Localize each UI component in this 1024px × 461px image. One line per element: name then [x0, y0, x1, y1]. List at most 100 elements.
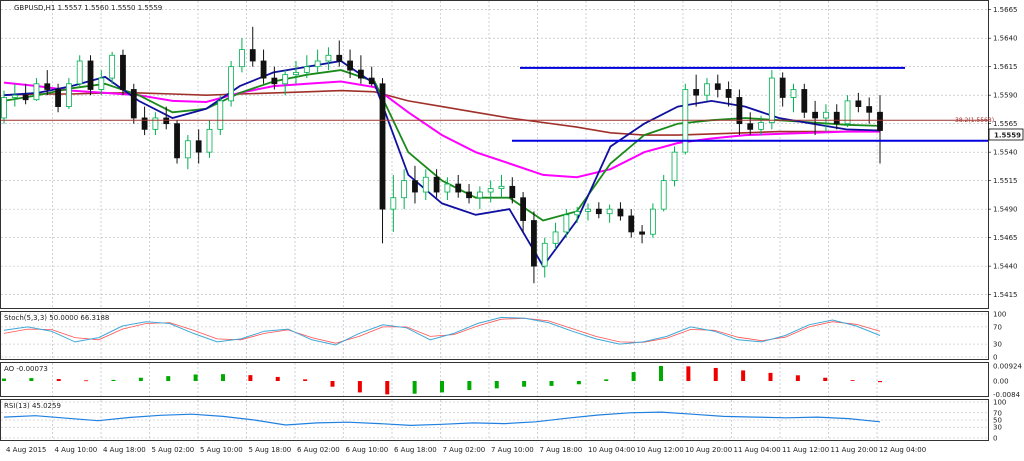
ao-bar [850, 380, 855, 381]
candle-body [1, 97, 7, 119]
time-tick-label: 11 Aug 04:00 [734, 446, 781, 454]
candle-body [357, 69, 364, 79]
ao-bar [193, 374, 198, 381]
time-tick-label: 6 Aug 02:00 [297, 446, 340, 454]
candle-body [476, 191, 483, 199]
price-tick-label: 1.5640 [993, 35, 1018, 43]
rsi-tick-label: 30 [993, 424, 1002, 432]
candle-body [747, 123, 754, 130]
candle-body [293, 71, 299, 76]
ao-bar [111, 379, 116, 381]
time-tick-label: 10 Aug 20:00 [685, 446, 732, 454]
ao-bar [138, 377, 143, 381]
candle-body [228, 66, 235, 102]
candle-body [98, 77, 105, 90]
rsi-tick-label: 100 [993, 399, 1006, 407]
candle-body [130, 89, 137, 119]
candle-body [617, 208, 624, 217]
ao-bar [549, 381, 554, 386]
candle-body [693, 89, 700, 96]
ma-magenta-line [3, 80, 880, 179]
time-tick-label: 4 Aug 10:00 [55, 446, 98, 454]
candle-body [44, 83, 51, 90]
candle-body [271, 77, 278, 85]
candle-body [714, 83, 721, 90]
candle-body [55, 89, 61, 107]
rsi-line [3, 411, 881, 427]
candle-body [368, 77, 375, 85]
candle-body [314, 60, 321, 68]
ao-tick-label: -0.0084 [993, 391, 1021, 399]
candle-body [22, 94, 29, 101]
candle-body [76, 60, 83, 85]
ao-bar [522, 381, 527, 387]
rsi-tick-label: 70 [993, 409, 1002, 417]
candle-body [87, 60, 94, 90]
price-tick-label: 1.5665 [993, 6, 1018, 14]
candle-body [379, 83, 386, 210]
price-tick-label: 1.5615 [993, 63, 1018, 71]
candle-body [790, 89, 797, 98]
time-tick-label: 7 Aug 18:00 [540, 446, 583, 454]
candle-body [585, 208, 591, 212]
candle-body [260, 60, 267, 79]
candle-body [303, 66, 310, 73]
candle-body [433, 176, 440, 193]
ao-bar [768, 372, 773, 381]
candle-body [347, 60, 353, 71]
candle-body [249, 49, 256, 62]
stoch-tick-label: 0 [993, 354, 997, 362]
candle-body [65, 83, 72, 107]
candle-body [563, 214, 570, 233]
candle-body [422, 176, 429, 193]
candle-body [390, 197, 397, 210]
candle-body [33, 83, 40, 101]
candle-body [812, 111, 819, 119]
ao-bar [576, 381, 581, 385]
candle-body [282, 74, 289, 85]
price-tick-label: 1.5540 [993, 149, 1018, 157]
rsi-tick-label: 50 [993, 417, 1002, 425]
candle-body [877, 111, 883, 131]
ao-bar [823, 377, 828, 381]
current-price-box [988, 128, 1024, 141]
candle-body [498, 185, 505, 190]
ao-bar [878, 381, 882, 383]
fib-level-label: 38.2(1.5568) [955, 117, 994, 124]
candle-body [109, 54, 116, 79]
candle-body [184, 140, 191, 159]
candle-body [574, 211, 581, 216]
ao-bar [412, 381, 417, 394]
candles-layer[interactable] [1, 26, 883, 284]
ao-bar [357, 381, 362, 393]
ao-bar [303, 379, 308, 381]
stoch-signal-line [3, 317, 881, 344]
candle-body [552, 231, 559, 244]
price-tick-label: 1.5465 [993, 234, 1018, 242]
ao-bar [686, 366, 691, 381]
ao-pane-frame [0, 362, 989, 397]
candle-body [401, 180, 408, 199]
candle-body [152, 117, 159, 130]
candle-body [779, 77, 786, 98]
ao-bar [385, 381, 390, 395]
candle-body [487, 188, 494, 193]
price-tick-label: 1.5565 [993, 120, 1018, 128]
candle-body [455, 183, 462, 193]
candle-body [866, 106, 873, 113]
candle-body [801, 89, 808, 113]
time-tick-label: 5 Aug 18:00 [249, 446, 292, 454]
candle-body [704, 83, 710, 96]
ao-bar [659, 366, 663, 381]
time-tick-label: 4 Aug 2015 [6, 446, 46, 454]
ao-bar [166, 376, 171, 381]
candle-body [206, 128, 213, 153]
ao-bar [84, 380, 89, 382]
candle-body [174, 123, 180, 159]
ao-bar [56, 379, 61, 381]
time-tick-label: 12 Aug 04:00 [879, 446, 926, 454]
candle-body [541, 242, 548, 267]
time-tick-label: 4 Aug 18:00 [103, 446, 146, 454]
